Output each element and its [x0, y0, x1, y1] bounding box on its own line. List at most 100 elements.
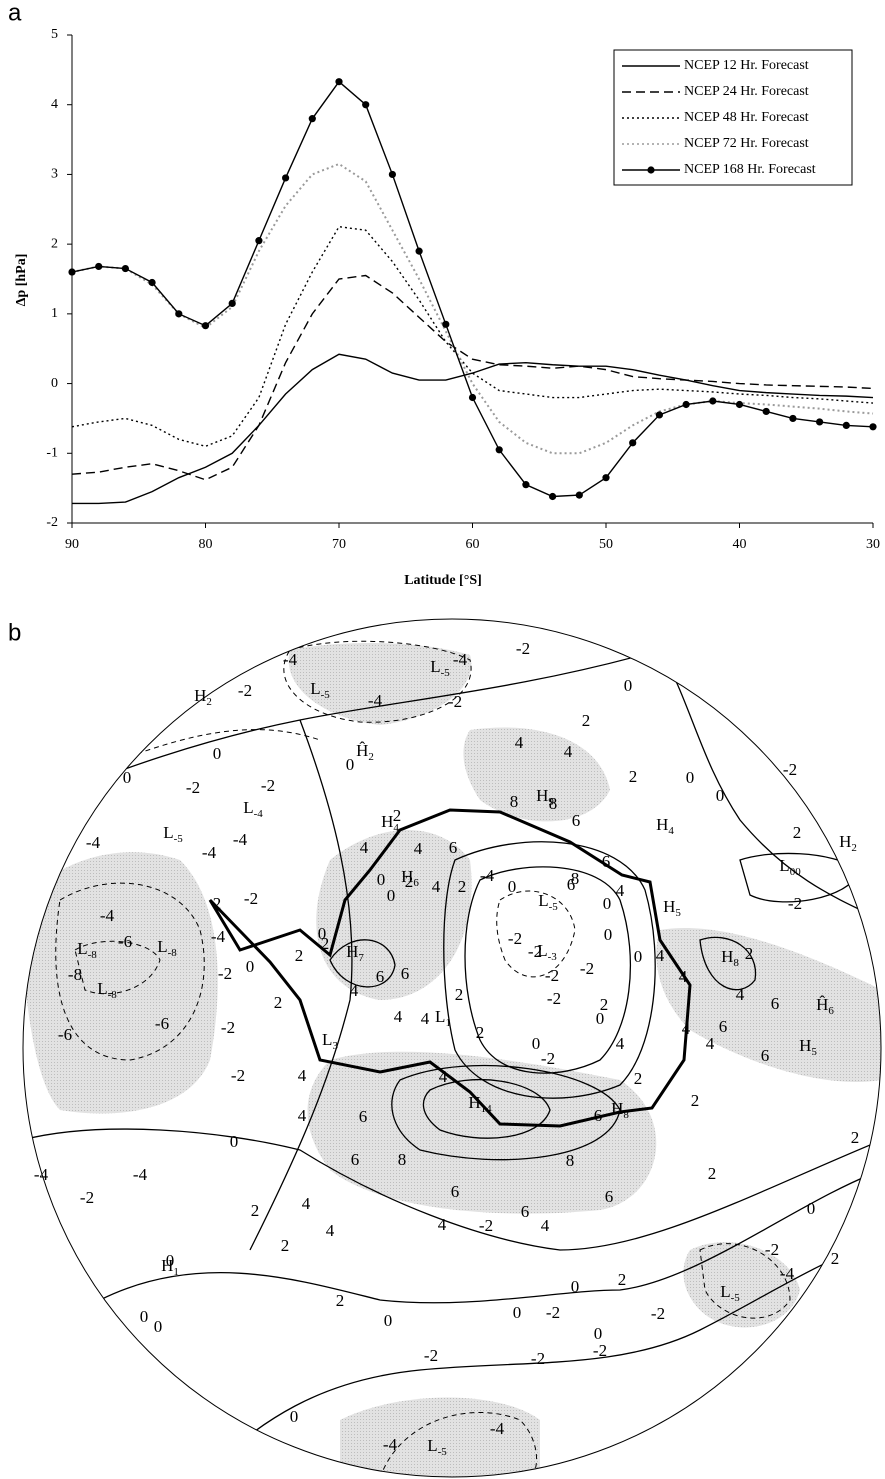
contour-label: 0 [230, 1132, 239, 1151]
center-value: 4 [393, 822, 399, 834]
pressure-center: L-5 [310, 679, 330, 701]
y-axis-label: Δp [hPa] [14, 254, 29, 307]
center-letter: H [663, 897, 675, 916]
legend-label: NCEP 72 Hr. Forecast [684, 136, 809, 151]
contour-label: -2 [448, 692, 462, 711]
center-letter: H [611, 1099, 623, 1118]
contour-label: 0 [624, 676, 633, 695]
contour-label: 0 [377, 870, 386, 889]
legend-marker [647, 166, 655, 174]
contour-label: 0 [318, 924, 327, 943]
series-marker [255, 237, 263, 245]
series-marker [308, 115, 316, 123]
contour-label: 2 [634, 1069, 643, 1088]
x-axis-label: Latitude [°S] [404, 573, 482, 588]
center-letter: H [799, 1036, 811, 1055]
contour-label: 2 [393, 806, 402, 825]
pressure-center: H5 [663, 897, 681, 919]
series-marker [602, 474, 610, 482]
contour-label: 4 [326, 1221, 335, 1240]
series-marker [95, 262, 103, 271]
center-letter: H [346, 942, 358, 961]
pressure-center: L-8 [97, 979, 117, 1001]
contour-label: 8 [566, 1151, 575, 1170]
contour-label: 0 [384, 1311, 393, 1330]
center-letter: L [322, 1030, 332, 1049]
series-marker [175, 310, 183, 318]
contour-label: -4 [133, 1165, 148, 1184]
panel-label: a [8, 0, 22, 26]
pressure-center: L-5 [720, 1282, 740, 1304]
pressure-center: Ĥ2 [356, 741, 374, 763]
contour-label: -2 [231, 1066, 245, 1085]
center-value: 5 [811, 1046, 817, 1058]
contour-label: 4 [515, 733, 524, 752]
contour-label: 0 [634, 947, 643, 966]
series-marker [495, 446, 503, 454]
contour-label: 0 [387, 886, 396, 905]
contour-label: -2 [651, 1304, 665, 1323]
contour-label: 4 [541, 1216, 550, 1235]
pressure-center: L1 [435, 1007, 451, 1029]
contour-label: 6 [359, 1107, 368, 1126]
pressure-center: Ĥ6 [816, 995, 834, 1017]
contour-label: 2 [831, 1249, 840, 1268]
pressure-center: L-5 [430, 657, 450, 679]
contour-label: -2 [531, 1349, 545, 1368]
center-value: -5 [549, 901, 559, 913]
series-marker [522, 481, 530, 489]
center-value: 5 [675, 907, 681, 919]
series-marker [816, 418, 824, 426]
center-value: 8 [623, 1109, 629, 1121]
contour-label: 2 [793, 823, 802, 842]
pressure-center: H1 [161, 1256, 179, 1278]
contour-label: 6 [567, 875, 576, 894]
pressure-center: L-5 [538, 891, 558, 913]
pressure-center: H5 [799, 1036, 817, 1058]
y-tick-label: -2 [46, 515, 58, 530]
center-letter: L [310, 679, 320, 698]
center-letter: L [435, 1007, 445, 1026]
contour-label: -6 [155, 1014, 169, 1033]
center-letter: H [401, 867, 413, 886]
center-letter: L [163, 823, 173, 842]
series-line [71, 162, 874, 455]
center-value: 3 [332, 1040, 338, 1052]
center-letter: L [97, 979, 107, 998]
contour-label: 4 [350, 981, 359, 1000]
center-letter: H [161, 1256, 173, 1275]
contour-label: -4 [490, 1419, 505, 1438]
center-value: -8 [88, 949, 98, 961]
contour-label: 0 [290, 1407, 299, 1426]
y-tick-label: 4 [51, 97, 58, 112]
center-value: 00 [790, 866, 802, 878]
center-value: 6 [828, 1005, 834, 1017]
pressure-center: H8 [721, 947, 739, 969]
center-value: 6 [413, 877, 419, 889]
contour-label: 0 [213, 744, 222, 763]
y-tick-label: 3 [51, 167, 58, 182]
contour-label: 2 [274, 993, 283, 1012]
contour-label: -2 [424, 1346, 438, 1365]
contour-label: 2 [251, 1201, 260, 1220]
contour-label: -4 [480, 866, 495, 885]
center-value: 1 [173, 1266, 179, 1278]
contour-label: 6 [719, 1017, 728, 1036]
contour-label: 6 [351, 1150, 360, 1169]
contour-label: 2 [745, 944, 754, 963]
pressure-center: L00 [779, 856, 801, 878]
pressure-center: H2 [194, 686, 212, 708]
series-line [71, 274, 874, 481]
x-tick-label: 70 [332, 537, 346, 552]
contour-label: 0 [716, 786, 725, 805]
contour-label: 6 [602, 852, 611, 871]
contour-label: 2 [213, 894, 222, 913]
series-marker [335, 78, 343, 86]
contour-label: 8 [549, 794, 558, 813]
contour-label: 0 [532, 1034, 541, 1053]
center-value: -5 [438, 1446, 448, 1458]
center-value: 7 [358, 952, 364, 964]
x-tick-label: 40 [733, 537, 747, 552]
center-letter: H [839, 832, 851, 851]
center-letter: L [538, 891, 548, 910]
